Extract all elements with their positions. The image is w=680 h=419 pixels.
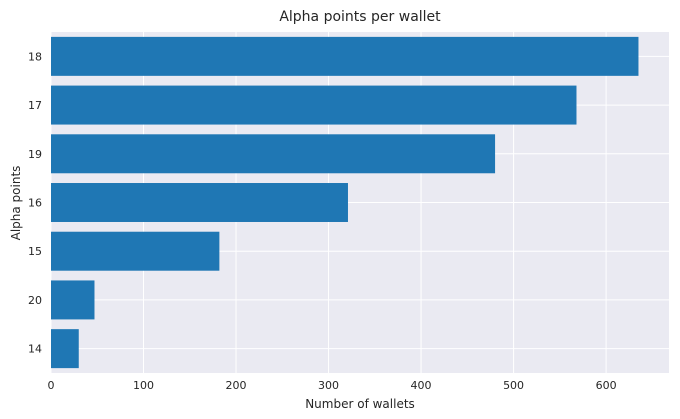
x-tick-label: 200 bbox=[226, 379, 247, 392]
x-tick-label: 0 bbox=[48, 379, 55, 392]
y-tick-label: 15 bbox=[28, 245, 42, 258]
y-axis-ticks: 18 17 19 16 15 20 14 bbox=[28, 50, 42, 355]
chart-title: Alpha points per wallet bbox=[279, 9, 441, 25]
x-axis-label: Number of wallets bbox=[305, 397, 415, 411]
y-tick-label: 16 bbox=[28, 197, 42, 210]
bar-17 bbox=[51, 85, 577, 125]
x-tick-label: 300 bbox=[318, 379, 339, 392]
y-tick-label: 17 bbox=[28, 99, 42, 112]
bar-15 bbox=[51, 231, 220, 271]
bars bbox=[51, 36, 639, 369]
x-axis-ticks: 0 100 200 300 400 500 600 bbox=[48, 379, 617, 392]
x-tick-label: 100 bbox=[133, 379, 154, 392]
y-tick-label: 20 bbox=[28, 294, 42, 307]
bar-19 bbox=[51, 134, 496, 174]
bar-14 bbox=[51, 329, 79, 369]
bar-16 bbox=[51, 183, 348, 222]
bar-20 bbox=[51, 280, 95, 320]
y-tick-label: 18 bbox=[28, 50, 42, 63]
x-tick-label: 400 bbox=[411, 379, 432, 392]
bar-18 bbox=[51, 36, 639, 76]
x-tick-label: 500 bbox=[503, 379, 524, 392]
y-tick-label: 19 bbox=[28, 148, 42, 161]
y-tick-label: 14 bbox=[28, 343, 42, 356]
x-tick-label: 600 bbox=[596, 379, 617, 392]
y-axis-label: Alpha points bbox=[9, 166, 23, 241]
